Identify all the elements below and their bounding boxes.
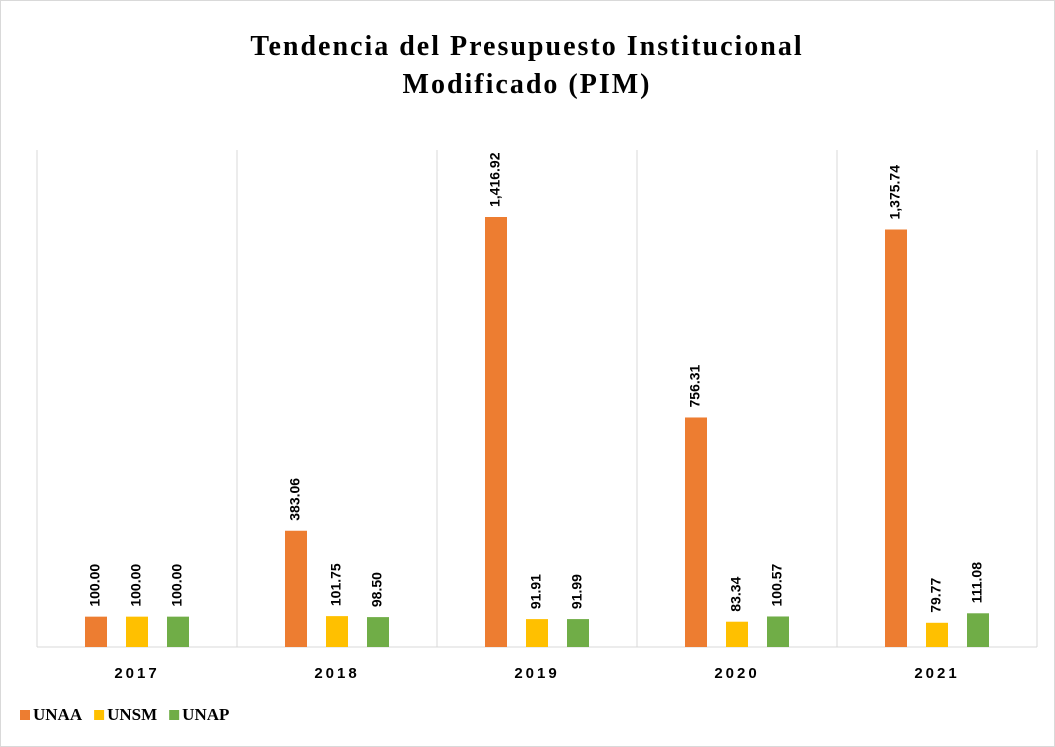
bar <box>526 619 548 647</box>
bar <box>367 617 389 647</box>
legend-label: UNSM <box>107 705 157 724</box>
bar <box>967 613 989 647</box>
legend-swatch <box>20 710 30 720</box>
bar <box>726 621 748 647</box>
bar <box>567 619 589 647</box>
data-label: 100.00 <box>128 564 144 607</box>
data-label: 383.06 <box>287 478 303 521</box>
data-label: 100.00 <box>169 564 185 607</box>
bar <box>885 229 907 647</box>
data-label: 1,416.92 <box>487 152 503 207</box>
bar <box>767 616 789 647</box>
bar <box>167 616 189 647</box>
legend-swatch <box>169 710 180 720</box>
x-tick-label: 2017 <box>114 665 159 682</box>
bar <box>85 616 107 647</box>
data-label: 111.08 <box>969 562 985 603</box>
data-label: 83.34 <box>728 576 744 611</box>
data-label: 101.75 <box>328 563 344 606</box>
x-tick-label: 2020 <box>714 665 759 682</box>
data-label: 98.50 <box>369 572 385 607</box>
bar <box>485 217 507 647</box>
legend-swatch <box>94 710 105 720</box>
bar <box>926 622 948 647</box>
data-label: 91.91 <box>528 574 544 609</box>
chart-title: Tendencia del Presupuesto Institucional … <box>250 31 804 100</box>
data-label: 91.99 <box>569 574 585 609</box>
x-tick-label: 2019 <box>514 665 559 682</box>
data-label: 100.57 <box>769 563 785 606</box>
data-label: 100.00 <box>87 564 103 607</box>
data-label: 1,375.74 <box>887 165 903 220</box>
bar <box>326 616 348 647</box>
bar <box>126 616 148 647</box>
data-label: 79.77 <box>928 578 944 613</box>
x-tick-label: 2018 <box>314 665 359 682</box>
bar <box>685 417 707 647</box>
bar <box>285 530 307 647</box>
legend-label: UNAA <box>33 705 83 724</box>
data-label: 756.31 <box>687 364 703 407</box>
x-tick-label: 2021 <box>914 665 959 682</box>
legend-label: UNAP <box>182 705 229 724</box>
